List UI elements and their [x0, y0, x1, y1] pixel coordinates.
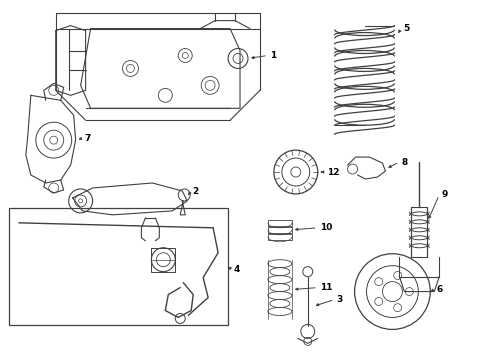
Bar [151, 248, 175, 272]
Text: 4: 4 [234, 265, 241, 274]
Bar [268, 227, 292, 233]
Text: 1: 1 [270, 51, 276, 60]
Text: 5: 5 [403, 24, 410, 33]
Text: 3: 3 [337, 295, 343, 304]
Text: 10: 10 [319, 223, 332, 232]
Text: 9: 9 [441, 190, 447, 199]
Text: 2: 2 [192, 188, 198, 197]
Text: 6: 6 [436, 285, 442, 294]
Bar [268, 220, 292, 226]
Text: 12: 12 [327, 167, 339, 176]
Text: 8: 8 [401, 158, 408, 167]
Bar [9, 208, 228, 325]
Text: 11: 11 [319, 283, 332, 292]
Bar [268, 234, 292, 240]
Text: 7: 7 [85, 134, 91, 143]
